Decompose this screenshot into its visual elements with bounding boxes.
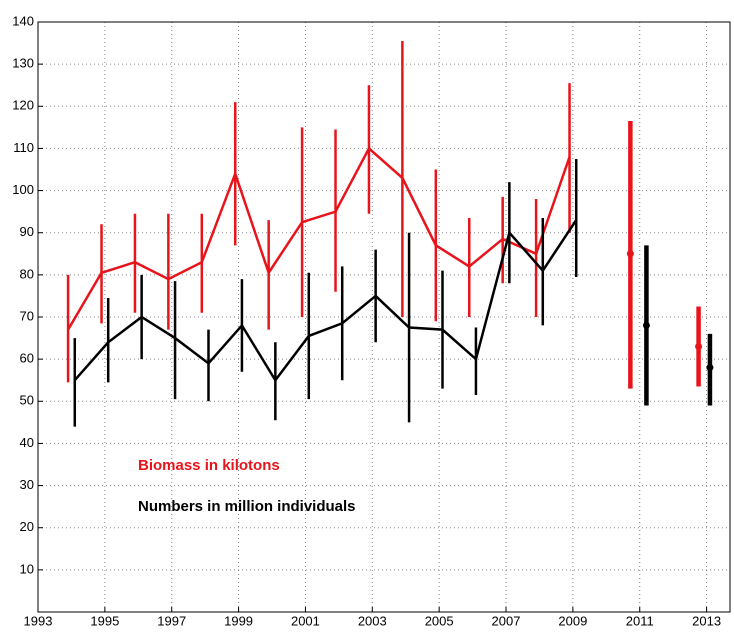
y-tick-label: 100 — [12, 182, 34, 197]
x-tick-label: 2001 — [291, 613, 320, 628]
y-tick-label: 30 — [20, 477, 34, 492]
y-tick-label: 120 — [12, 98, 34, 113]
y-tick-label: 140 — [12, 13, 34, 28]
point — [626, 250, 634, 258]
x-tick-label: 2011 — [626, 613, 654, 628]
x-tick-label: 2007 — [492, 613, 521, 628]
x-tick-label: 1993 — [24, 613, 53, 628]
legend-label: Biomass in kilotons — [138, 457, 280, 474]
x-tick-label: 2009 — [558, 613, 587, 628]
series-line — [73, 219, 578, 383]
y-tick-label: 130 — [12, 56, 34, 71]
legend-label: Numbers in million individuals — [138, 498, 356, 515]
y-tick-label: 80 — [20, 266, 34, 281]
x-tick-label: 1997 — [157, 613, 186, 628]
point — [642, 321, 650, 329]
x-tick-label: 2013 — [692, 613, 721, 628]
x-tick-label: 2005 — [425, 613, 454, 628]
x-tick-label: 1995 — [90, 613, 119, 628]
y-tick-label: 50 — [20, 393, 34, 408]
y-tick-label: 110 — [13, 140, 34, 155]
y-tick-label: 60 — [20, 351, 34, 366]
y-tick-label: 90 — [20, 224, 34, 239]
point — [706, 364, 714, 372]
plot-frame — [37, 21, 731, 613]
series-line — [67, 146, 571, 331]
x-tick-label: 1999 — [224, 613, 253, 628]
x-tick-label: 2003 — [358, 613, 387, 628]
y-tick-label: 40 — [20, 435, 34, 450]
point — [695, 343, 703, 350]
y-tick-label: 10 — [20, 561, 34, 576]
y-tick-label: 70 — [20, 308, 34, 323]
y-tick-label: 20 — [20, 519, 34, 534]
